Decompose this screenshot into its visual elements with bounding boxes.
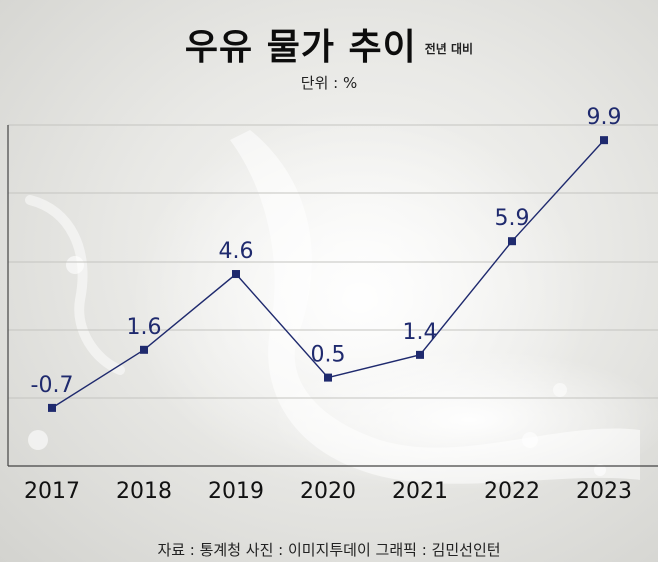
x-tick-label-2023: 2023 (576, 479, 632, 504)
series-line (51, 139, 605, 409)
chart-title: 우유 물가 추이 (184, 27, 417, 68)
data-point-2019 (232, 270, 240, 279)
data-label-2021: 1.4 (403, 320, 438, 345)
source-credit: 자료 : 통계청 사진 : 이미지투데이 그래픽 : 김민선인턴 (157, 541, 501, 559)
data-label-2020: 0.5 (311, 343, 346, 368)
data-label-2017: -0.7 (31, 373, 74, 398)
data-point-2020 (324, 373, 332, 382)
data-label-2018: 1.6 (127, 315, 162, 340)
title-note: 전년 대비 (424, 42, 474, 56)
x-tick-label-2021: 2021 (392, 479, 448, 504)
title-row: 우유 물가 추이 전년 대비 (0, 18, 658, 70)
data-label-2023: 9.9 (587, 105, 622, 130)
data-label-2022: 5.9 (495, 206, 530, 231)
x-tick-label-2017: 2017 (24, 479, 80, 504)
x-tick-label-2022: 2022 (484, 479, 540, 504)
data-point-2018 (140, 345, 148, 354)
data-label-2019: 4.6 (219, 239, 254, 264)
data-point-2022 (508, 237, 516, 246)
data-point-2017 (48, 403, 56, 412)
x-tick-label-2020: 2020 (300, 479, 356, 504)
x-tick-label-2018: 2018 (116, 479, 172, 504)
unit-label: 단위 : % (300, 74, 358, 92)
data-point-2021 (416, 350, 424, 359)
data-point-2023 (600, 136, 608, 145)
x-tick-label-2019: 2019 (208, 479, 264, 504)
